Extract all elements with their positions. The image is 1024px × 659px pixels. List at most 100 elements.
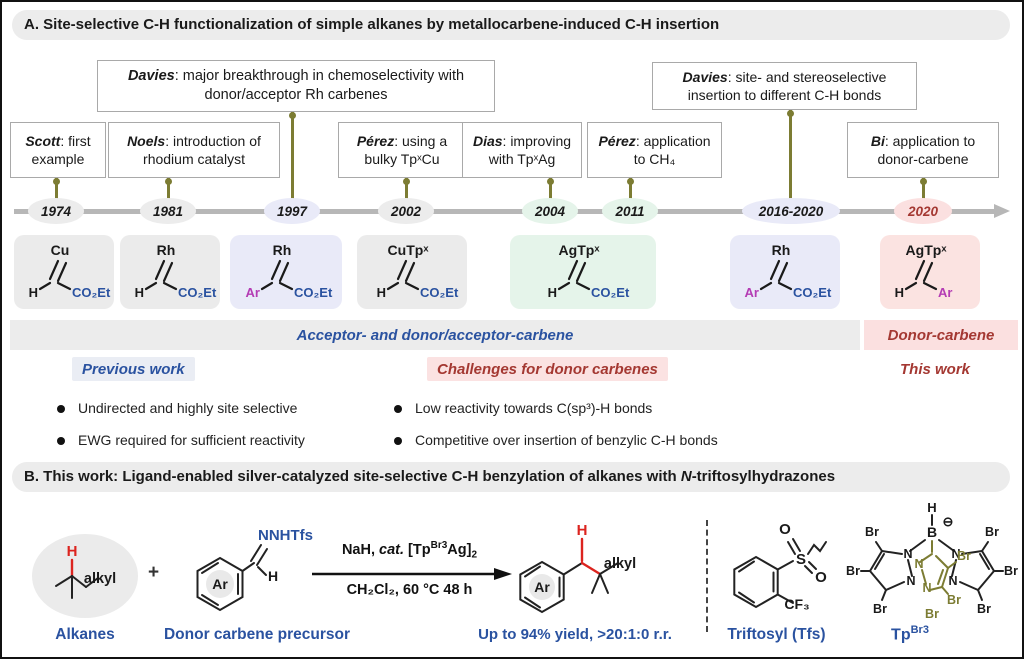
svg-text:Ar: Ar — [534, 579, 550, 595]
svg-text:Rh: Rh — [772, 242, 791, 258]
alkanes-label: Alkanes — [55, 626, 115, 643]
svg-text:Cu: Cu — [51, 242, 70, 258]
timeline-stem — [55, 178, 58, 210]
event-box-davies-2016: Davies: site- and stereoselective insert… — [652, 62, 917, 110]
carbene-structure: AgTpˣ H CO₂Et — [548, 242, 630, 300]
svg-text:H: H — [895, 285, 904, 300]
svg-text:Br: Br — [947, 593, 961, 607]
svg-text:Ar: Ar — [938, 285, 952, 300]
timeline-stem — [789, 110, 792, 210]
carbene-structure: Rh Ar CO₂Et — [246, 242, 333, 300]
stem-dot — [403, 178, 410, 185]
svg-text:CuTpˣ: CuTpˣ — [388, 242, 430, 258]
event-text: : site- and stereoselective insertion to… — [687, 68, 887, 103]
label-challenges: Challenges for donor carbenes — [427, 357, 668, 381]
label-this-work: This work — [900, 360, 971, 378]
carbene-box-agtpx-acceptor: AgTpˣ H CO₂Et — [510, 235, 656, 309]
tpbr3-structure: H B ⊖ N N Br Br Br N N Br Br Br — [846, 500, 1018, 621]
svg-text:Rh: Rh — [273, 242, 292, 258]
svg-text:H: H — [268, 568, 278, 584]
conditions-line1: NaH, cat. [TpBr3Ag]2 — [341, 540, 478, 561]
svg-text:S: S — [796, 551, 806, 568]
svg-text:CO₂Et: CO₂Et — [72, 285, 111, 300]
svg-text:Br: Br — [846, 564, 860, 578]
svg-text:alkyl: alkyl — [84, 571, 116, 587]
event-text: : introduction of rhodium catalyst — [143, 132, 261, 167]
event-name: Pérez — [356, 132, 395, 149]
stem-dot — [627, 178, 634, 185]
svg-text:H: H — [927, 500, 936, 515]
carbene-box-cutpx: CuTpˣ H CO₂Et — [357, 235, 467, 309]
timeline-stem — [167, 178, 170, 210]
timeline-stem — [291, 112, 294, 210]
svg-text:H: H — [67, 543, 78, 560]
band-donor-carbene: Donor-carbene — [864, 320, 1018, 350]
timeline-stem — [405, 178, 408, 210]
carbene-structure: Rh H CO₂Et — [135, 242, 217, 300]
svg-text:NNHTfs: NNHTfs — [258, 527, 313, 544]
svg-text:CO₂Et: CO₂Et — [178, 285, 217, 300]
bullet-icon — [57, 405, 65, 413]
event-box-scott: Scott: first example — [10, 122, 106, 178]
svg-text:alkyl: alkyl — [604, 556, 636, 572]
svg-text:Br: Br — [957, 549, 971, 563]
italic-n: N — [680, 468, 692, 485]
stem-dot — [53, 178, 60, 185]
svg-text:CO₂Et: CO₂Et — [793, 285, 832, 300]
tpbr3-label: TpBr3 — [891, 624, 929, 644]
panel-b-title: B. This work: Ligand-enabled silver-cata… — [12, 462, 1010, 492]
plus-sign: + — [148, 562, 160, 583]
stem-dot — [289, 112, 296, 119]
svg-text:N: N — [948, 574, 957, 588]
svg-text:B: B — [927, 524, 937, 540]
carbene-box-cu: Cu H CO₂Et — [14, 235, 114, 309]
svg-text:Br: Br — [1004, 564, 1018, 578]
svg-text:H: H — [548, 285, 557, 300]
panel-a-title: A. Site-selective C-H functionalization … — [12, 10, 1010, 40]
event-name: Scott — [25, 132, 61, 149]
event-box-dias: Dias: improving with TpˣAg — [462, 122, 582, 178]
svg-text:CF₃: CF₃ — [784, 596, 809, 612]
carbene-structure: CuTpˣ H CO₂Et — [377, 242, 459, 300]
label-previous-work: Previous work — [72, 357, 195, 381]
event-text: : improving with TpˣAg — [488, 132, 572, 167]
conditions-line2: CH₂Cl₂, 60 °C 48 h — [346, 582, 473, 598]
event-text: : using a bulky TpˣCu — [364, 132, 448, 167]
carbene-structure: Cu H CO₂Et — [29, 242, 111, 300]
bullet-icon — [394, 405, 402, 413]
svg-text:N: N — [914, 557, 923, 571]
svg-text:N: N — [906, 574, 915, 588]
svg-text:H: H — [29, 285, 38, 300]
svg-text:H: H — [135, 285, 144, 300]
year-2002: 2002 — [378, 198, 434, 224]
event-name: Davies — [127, 68, 175, 85]
svg-text:O: O — [815, 569, 827, 586]
year-2016-2020: 2016-2020 — [742, 198, 840, 224]
svg-text:AgTpˣ: AgTpˣ — [906, 242, 948, 258]
triftosyl-label: Triftosyl (Tfs) — [727, 626, 826, 643]
timeline-stem — [549, 178, 552, 210]
svg-text:AgTpˣ: AgTpˣ — [559, 242, 601, 258]
timeline-stem — [922, 178, 925, 210]
svg-text:CO₂Et: CO₂Et — [420, 285, 459, 300]
event-box-perez-2011: Pérez: application to CH₄ — [587, 122, 722, 178]
bullet-icon — [57, 437, 65, 445]
carbene-box-rh-acceptor: Rh H CO₂Et — [120, 235, 220, 309]
stem-dot — [547, 178, 554, 185]
timeline-stem — [629, 178, 632, 210]
svg-text:Ar: Ar — [212, 576, 228, 592]
carbene-structure: Rh Ar CO₂Et — [745, 242, 832, 300]
svg-text:N: N — [951, 547, 960, 561]
bullet-item: Low reactivity towards C(sp³)-H bonds — [394, 400, 774, 416]
bullet-item: Competitive over insertion of benzylic C… — [394, 432, 774, 448]
bullet-item: Undirected and highly site selective — [57, 400, 387, 416]
year-1997: 1997 — [264, 198, 320, 224]
svg-text:Ar: Ar — [246, 285, 260, 300]
svg-text:Ar: Ar — [745, 285, 759, 300]
year-1974: 1974 — [28, 198, 84, 224]
reaction-arrow — [312, 568, 512, 580]
timeline-arrowhead — [994, 204, 1010, 218]
svg-text:H: H — [577, 522, 588, 539]
band-acceptor-carbene: Acceptor- and donor/acceptor-carbene — [10, 320, 860, 350]
